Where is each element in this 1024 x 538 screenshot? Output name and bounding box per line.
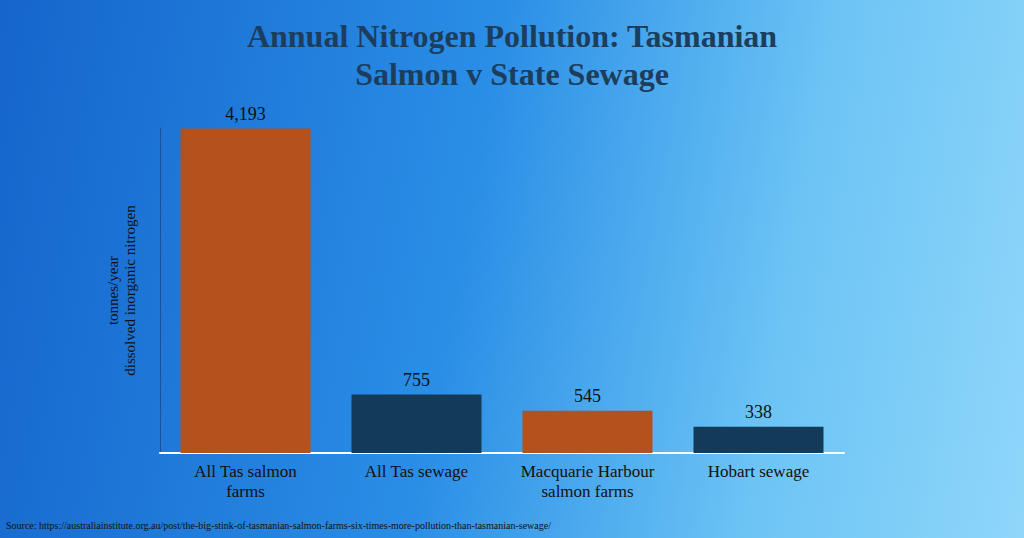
svg-text:545: 545: [574, 386, 601, 406]
svg-text:dissolved inorganic nitrogen: dissolved inorganic nitrogen: [122, 205, 138, 376]
svg-text:salmon farms: salmon farms: [541, 482, 633, 501]
svg-text:All Tas sewage: All Tas sewage: [365, 462, 468, 481]
svg-text:Annual Nitrogen Pollution: Tas: Annual Nitrogen Pollution: Tasmanian: [247, 18, 777, 54]
svg-text:All Tas salmon: All Tas salmon: [194, 462, 297, 481]
svg-text:tonnes/year: tonnes/year: [105, 256, 121, 325]
svg-text:farms: farms: [226, 482, 265, 501]
svg-text:338: 338: [745, 402, 772, 422]
svg-text:4,193: 4,193: [225, 104, 266, 124]
svg-text:Macquarie Harbour: Macquarie Harbour: [521, 462, 655, 481]
svg-text:Source: https://australiainsti: Source: https://australiainstitute.org.a…: [6, 520, 551, 531]
svg-text:755: 755: [403, 370, 430, 390]
svg-text:Salmon v State Sewage: Salmon v State Sewage: [355, 56, 669, 92]
svg-text:Hobart sewage: Hobart sewage: [708, 462, 810, 481]
